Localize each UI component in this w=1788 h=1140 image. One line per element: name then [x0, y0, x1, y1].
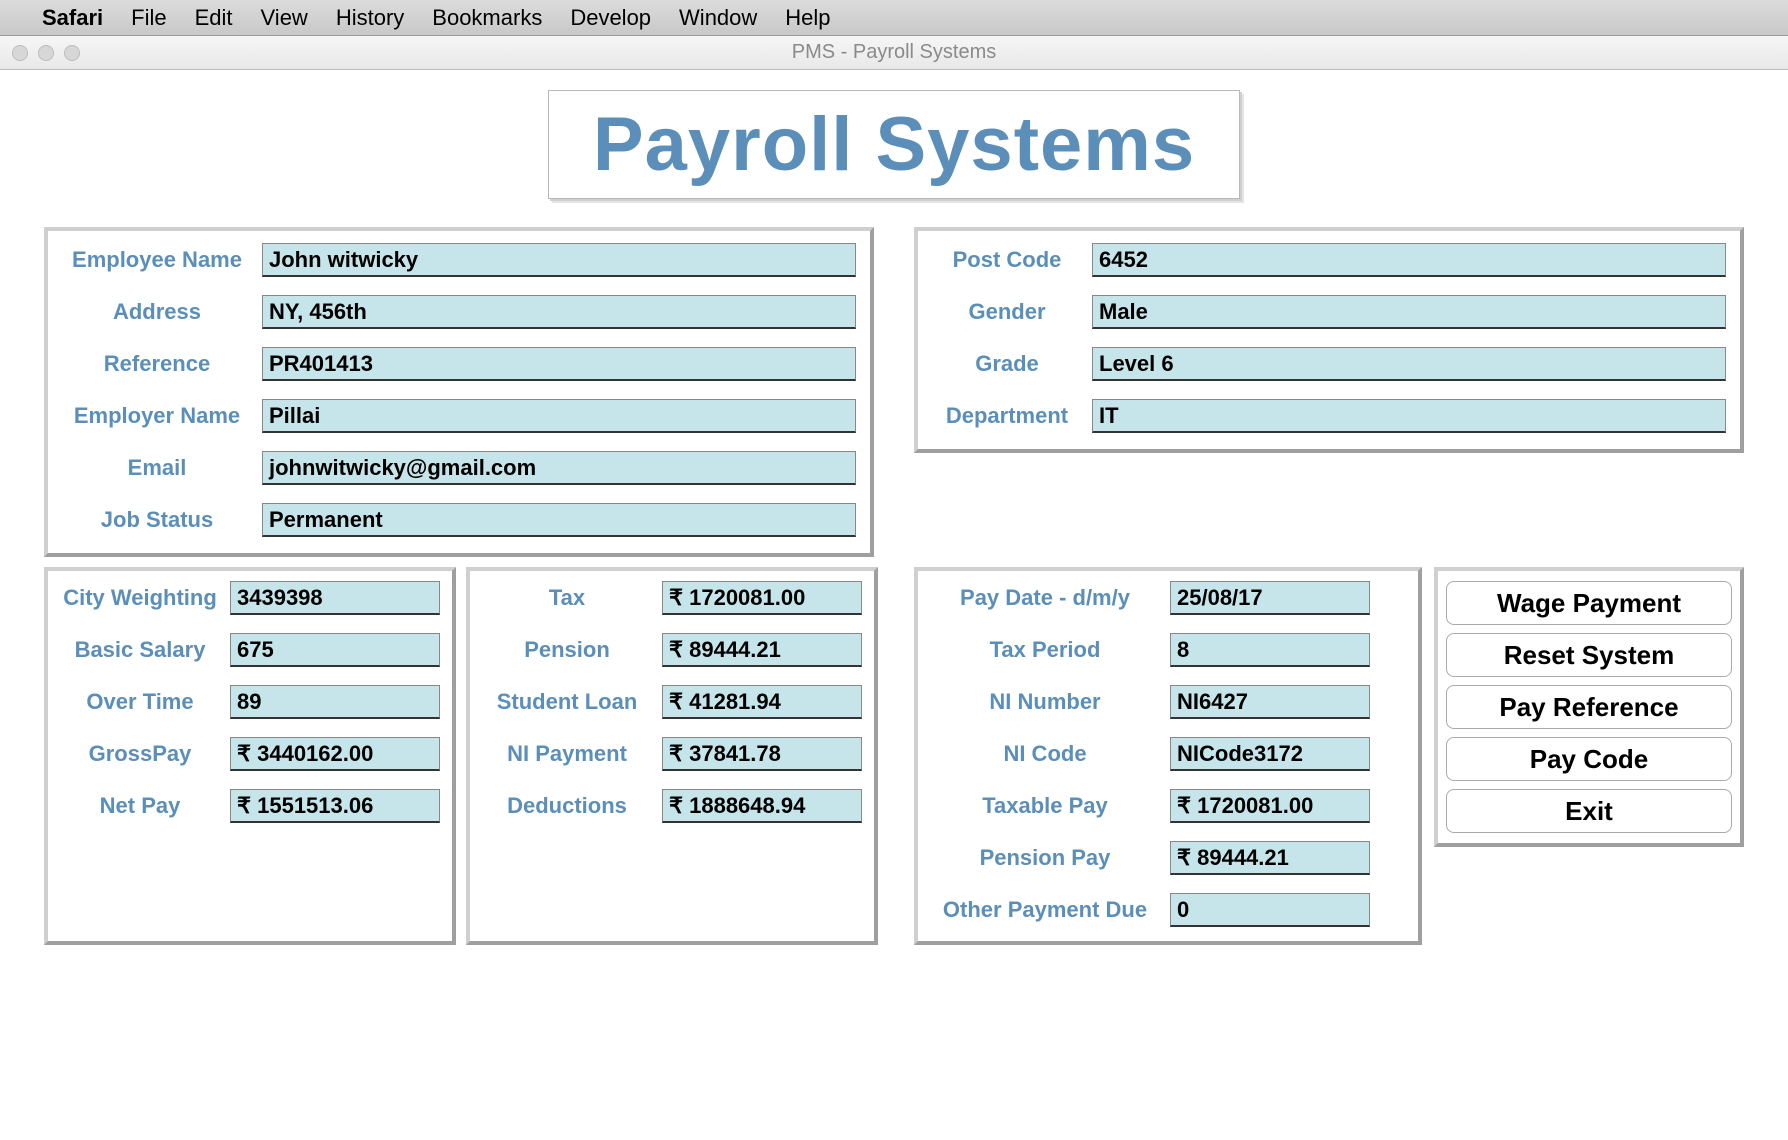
employee-name-label: Employee Name	[62, 247, 252, 273]
pension-field[interactable]: ₹ 89444.21	[662, 633, 862, 667]
pay-code-button[interactable]: Pay Code	[1446, 737, 1732, 781]
tax-period-field[interactable]: 8	[1170, 633, 1370, 667]
email-label: Email	[62, 455, 252, 481]
ni-code-field[interactable]: NICode3172	[1170, 737, 1370, 771]
wage-payment-button[interactable]: Wage Payment	[1446, 581, 1732, 625]
city-weighting-field[interactable]: 3439398	[230, 581, 440, 615]
pension-pay-label: Pension Pay	[930, 845, 1160, 871]
over-time-label: Over Time	[60, 689, 220, 715]
employee-name-field[interactable]: John witwicky	[262, 243, 856, 277]
address-label: Address	[62, 299, 252, 325]
ni-code-label: NI Code	[930, 741, 1160, 767]
reset-system-button[interactable]: Reset System	[1446, 633, 1732, 677]
deductions-field[interactable]: ₹ 1888648.94	[662, 789, 862, 823]
page-title: Payroll Systems	[548, 90, 1240, 199]
deductions-panel: Tax ₹ 1720081.00 Pension ₹ 89444.21 Stud…	[466, 567, 878, 945]
deductions-label: Deductions	[482, 793, 652, 819]
ni-payment-field[interactable]: ₹ 37841.78	[662, 737, 862, 771]
email-field[interactable]: johnwitwicky@gmail.com	[262, 451, 856, 485]
employee-panel: Employee Name John witwicky Address NY, …	[44, 227, 874, 557]
profile-panel: Post Code 6452 Gender Male Grade Level 6…	[914, 227, 1744, 453]
menu-window[interactable]: Window	[679, 5, 757, 31]
net-pay-field[interactable]: ₹ 1551513.06	[230, 789, 440, 823]
student-loan-field[interactable]: ₹ 41281.94	[662, 685, 862, 719]
other-payment-due-field[interactable]: 0	[1170, 893, 1370, 927]
job-status-label: Job Status	[62, 507, 252, 533]
taxable-pay-field[interactable]: ₹ 1720081.00	[1170, 789, 1370, 823]
tax-label: Tax	[482, 585, 652, 611]
window-title: PMS - Payroll Systems	[0, 41, 1788, 64]
tax-period-label: Tax Period	[930, 637, 1160, 663]
reference-label: Reference	[62, 351, 252, 377]
gross-pay-field[interactable]: ₹ 3440162.00	[230, 737, 440, 771]
menu-edit[interactable]: Edit	[195, 5, 233, 31]
employer-name-label: Employer Name	[62, 403, 252, 429]
basic-salary-field[interactable]: 675	[230, 633, 440, 667]
menu-help[interactable]: Help	[785, 5, 830, 31]
gross-pay-label: GrossPay	[60, 741, 220, 767]
reference-field[interactable]: PR401413	[262, 347, 856, 381]
menu-file[interactable]: File	[131, 5, 166, 31]
grade-label: Grade	[932, 351, 1082, 377]
pension-pay-field[interactable]: ₹ 89444.21	[1170, 841, 1370, 875]
employer-name-field[interactable]: Pillai	[262, 399, 856, 433]
window-titlebar: PMS - Payroll Systems	[0, 36, 1788, 70]
other-payment-due-label: Other Payment Due	[930, 897, 1160, 923]
pension-label: Pension	[482, 637, 652, 663]
mac-menubar: Safari File Edit View History Bookmarks …	[0, 0, 1788, 36]
city-weighting-label: City Weighting	[60, 585, 220, 611]
actions-panel: Wage Payment Reset System Pay Reference …	[1434, 567, 1744, 847]
gender-label: Gender	[932, 299, 1082, 325]
menu-develop[interactable]: Develop	[570, 5, 651, 31]
pay-date-field[interactable]: 25/08/17	[1170, 581, 1370, 615]
pay-reference-button[interactable]: Pay Reference	[1446, 685, 1732, 729]
exit-button[interactable]: Exit	[1446, 789, 1732, 833]
pay-date-label: Pay Date - d/m/y	[930, 585, 1160, 611]
net-pay-label: Net Pay	[60, 793, 220, 819]
menu-bookmarks[interactable]: Bookmarks	[432, 5, 542, 31]
ni-payment-label: NI Payment	[482, 741, 652, 767]
pay-panel: Pay Date - d/m/y 25/08/17 Tax Period 8 N…	[914, 567, 1422, 945]
job-status-field[interactable]: Permanent	[262, 503, 856, 537]
postcode-field[interactable]: 6452	[1092, 243, 1726, 277]
basic-salary-label: Basic Salary	[60, 637, 220, 663]
department-field[interactable]: IT	[1092, 399, 1726, 433]
menu-history[interactable]: History	[336, 5, 404, 31]
student-loan-label: Student Loan	[482, 689, 652, 715]
department-label: Department	[932, 403, 1082, 429]
gender-field[interactable]: Male	[1092, 295, 1726, 329]
grade-field[interactable]: Level 6	[1092, 347, 1726, 381]
taxable-pay-label: Taxable Pay	[930, 793, 1160, 819]
over-time-field[interactable]: 89	[230, 685, 440, 719]
ni-number-field[interactable]: NI6427	[1170, 685, 1370, 719]
postcode-label: Post Code	[932, 247, 1082, 273]
address-field[interactable]: NY, 456th	[262, 295, 856, 329]
salary-panel: City Weighting 3439398 Basic Salary 675 …	[44, 567, 456, 945]
menu-view[interactable]: View	[261, 5, 308, 31]
tax-field[interactable]: ₹ 1720081.00	[662, 581, 862, 615]
menubar-appname[interactable]: Safari	[42, 5, 103, 31]
ni-number-label: NI Number	[930, 689, 1160, 715]
